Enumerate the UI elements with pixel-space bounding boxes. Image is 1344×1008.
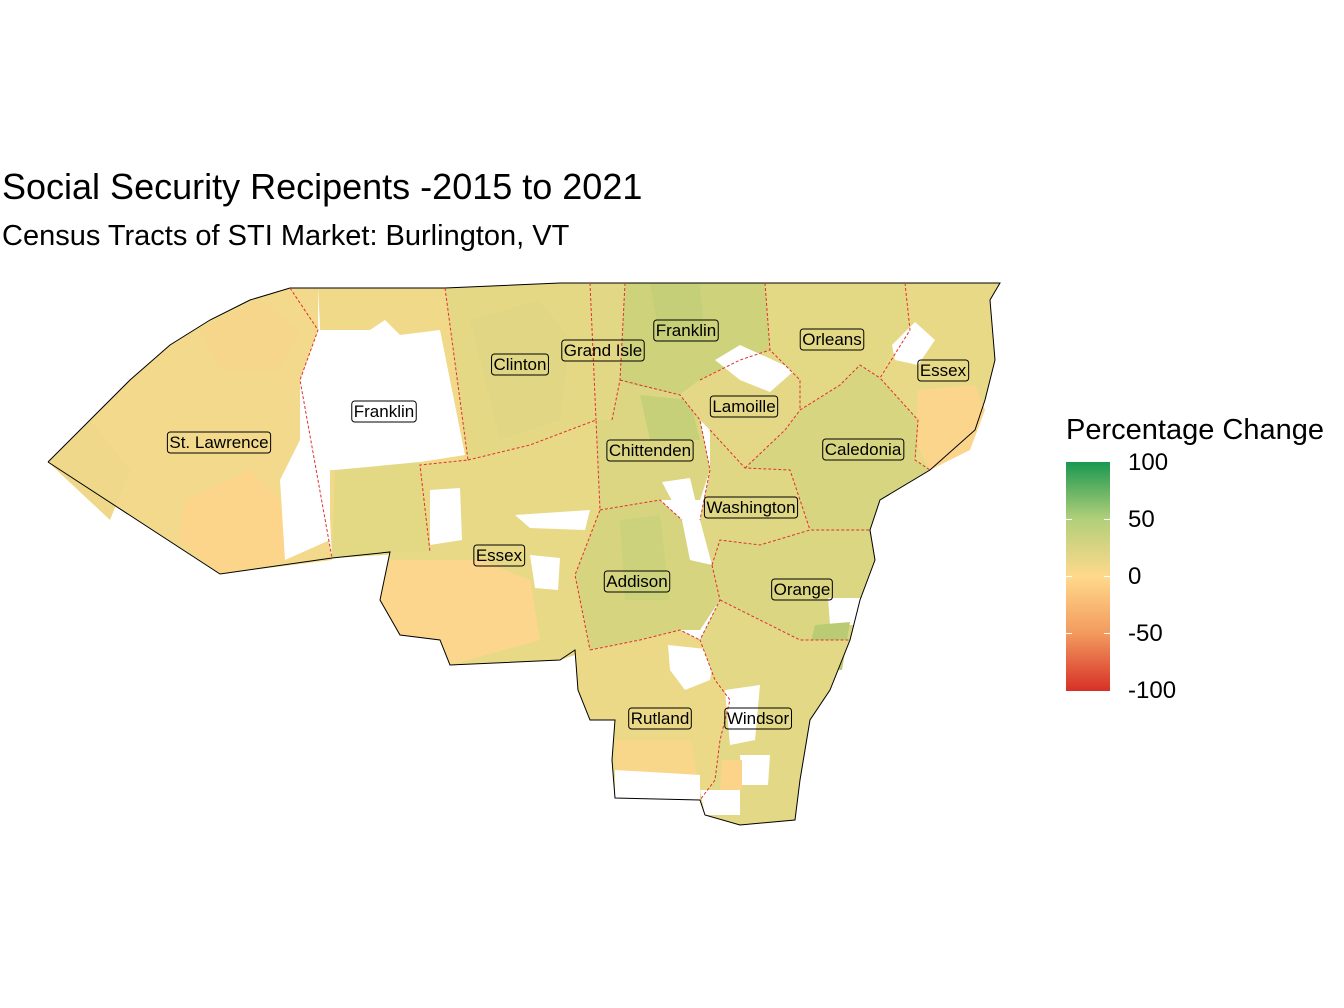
county-label-text: Caledonia xyxy=(825,440,902,459)
county-label-box xyxy=(561,339,645,362)
region-caledonia xyxy=(745,365,930,530)
county-label-lamoille: Lamoille xyxy=(709,395,779,418)
market-outline xyxy=(47,282,1001,826)
tract-clinton-inner xyxy=(470,300,570,440)
county-label-essex: Essex xyxy=(473,544,526,567)
county-label-addison: Addison xyxy=(603,570,671,593)
county-label-orleans: Orleans xyxy=(799,328,865,351)
county-label-essex: Essex xyxy=(917,359,970,382)
tract-windsor-empty-a xyxy=(725,685,760,745)
tract-essex-ny-south xyxy=(380,560,540,665)
tract-st-lawrence-south xyxy=(180,470,290,574)
county-label-text: Franklin xyxy=(354,402,414,421)
legend-tick-label: 50 xyxy=(1128,506,1155,533)
tract-orange-empty xyxy=(828,598,860,625)
tract-essex-vt-orange xyxy=(915,385,985,470)
region-orleans xyxy=(765,283,910,410)
county-label-box xyxy=(917,359,970,382)
county-label-text: Rutland xyxy=(631,709,690,728)
county-label-box xyxy=(703,496,799,519)
county-label-text: Grand Isle xyxy=(564,341,642,360)
legend-tick-label: 100 xyxy=(1128,449,1169,476)
county-label-text: Chittenden xyxy=(609,441,691,460)
tract-st-lawrence-north xyxy=(200,300,300,370)
tract-essex-ny-empty-c xyxy=(515,510,590,530)
county-label-box xyxy=(491,353,549,376)
county-label-box xyxy=(473,544,526,567)
county-label-box xyxy=(653,319,719,342)
tract-franklin-ny-south xyxy=(332,462,430,558)
county-label-text: Orleans xyxy=(802,330,862,349)
county-label-text: Clinton xyxy=(494,355,547,374)
county-labels: St. Lawrence Franklin Clinton Grand Isle Fra… xyxy=(166,319,970,730)
county-label-franklin: Franklin xyxy=(653,319,719,342)
county-boundaries xyxy=(289,282,931,801)
county-label-franklin: Franklin xyxy=(351,400,417,423)
county-label-clinton: Clinton xyxy=(491,353,549,376)
county-label-box xyxy=(166,431,272,454)
legend-tickmark xyxy=(1104,519,1110,520)
county-label-box xyxy=(822,438,905,461)
county-label-orange: Orange xyxy=(771,578,833,601)
county-label-washington: Washington xyxy=(703,496,799,519)
county-label-text: Lamoille xyxy=(712,397,775,416)
tract-essex-ny-empty-b xyxy=(530,555,560,590)
county-label-text: Franklin xyxy=(656,321,716,340)
county-label-windsor: Windsor xyxy=(724,707,793,730)
region-grand-isle xyxy=(590,283,625,420)
legend-colorbar xyxy=(1066,462,1110,691)
county-label-caledonia: Caledonia xyxy=(822,438,905,461)
tract-essex-vt-empty xyxy=(892,322,935,365)
legend-title: Percentage Change xyxy=(1066,414,1324,446)
map-subtitle: Census Tracts of STI Market: Burlington,… xyxy=(2,220,570,252)
county-label-chittenden: Chittenden xyxy=(606,439,694,462)
legend-tickmark xyxy=(1104,633,1110,634)
tract-lamoille-empty xyxy=(715,345,795,392)
tract-st-lawrence-west xyxy=(48,420,130,520)
county-label-text: St. Lawrence xyxy=(169,433,268,452)
legend-tickmark xyxy=(1104,576,1110,577)
legend-tick-label: 0 xyxy=(1128,563,1142,590)
tract-windsor-empty-c xyxy=(700,790,740,815)
legend-tickmark xyxy=(1066,633,1072,634)
county-label-text: Orange xyxy=(774,580,831,599)
county-label-text: Washington xyxy=(706,498,795,517)
county-label-box xyxy=(724,707,793,730)
county-label-grand-isle: Grand Isle xyxy=(561,339,645,362)
legend-tick-label: -100 xyxy=(1128,677,1177,704)
county-label-text: Addison xyxy=(606,572,667,591)
county-label-text: Windsor xyxy=(727,709,790,728)
tract-rutland-empty-a xyxy=(668,645,715,690)
tract-chittenden-green xyxy=(640,395,700,440)
legend-tickmark xyxy=(1066,519,1072,520)
tract-windsor-orange xyxy=(720,760,742,790)
legend-tickmark xyxy=(1066,576,1072,577)
county-label-box xyxy=(603,570,671,593)
tract-franklin-ny-empty xyxy=(280,320,465,560)
county-label-box xyxy=(771,578,833,601)
county-label-box xyxy=(628,707,692,730)
county-label-box xyxy=(606,439,694,462)
county-label-box xyxy=(799,328,865,351)
county-label-text: Essex xyxy=(476,546,523,565)
county-label-box xyxy=(351,400,417,423)
tract-windsor-empty-b xyxy=(740,755,770,785)
county-label-box xyxy=(709,395,779,418)
county-label-text: Essex xyxy=(920,361,967,380)
legend-tick-label: -50 xyxy=(1128,620,1163,647)
county-label-st-lawrence: St. Lawrence xyxy=(166,431,272,454)
tract-essex-ny-empty-a xyxy=(430,488,462,545)
tract-addison-center xyxy=(620,515,670,600)
tract-rutland-empty-b xyxy=(615,770,700,800)
map-title: Social Security Recipents -2015 to 2021 xyxy=(2,166,643,207)
county-label-rutland: Rutland xyxy=(628,707,692,730)
tract-franklin-vt-north xyxy=(650,283,705,340)
